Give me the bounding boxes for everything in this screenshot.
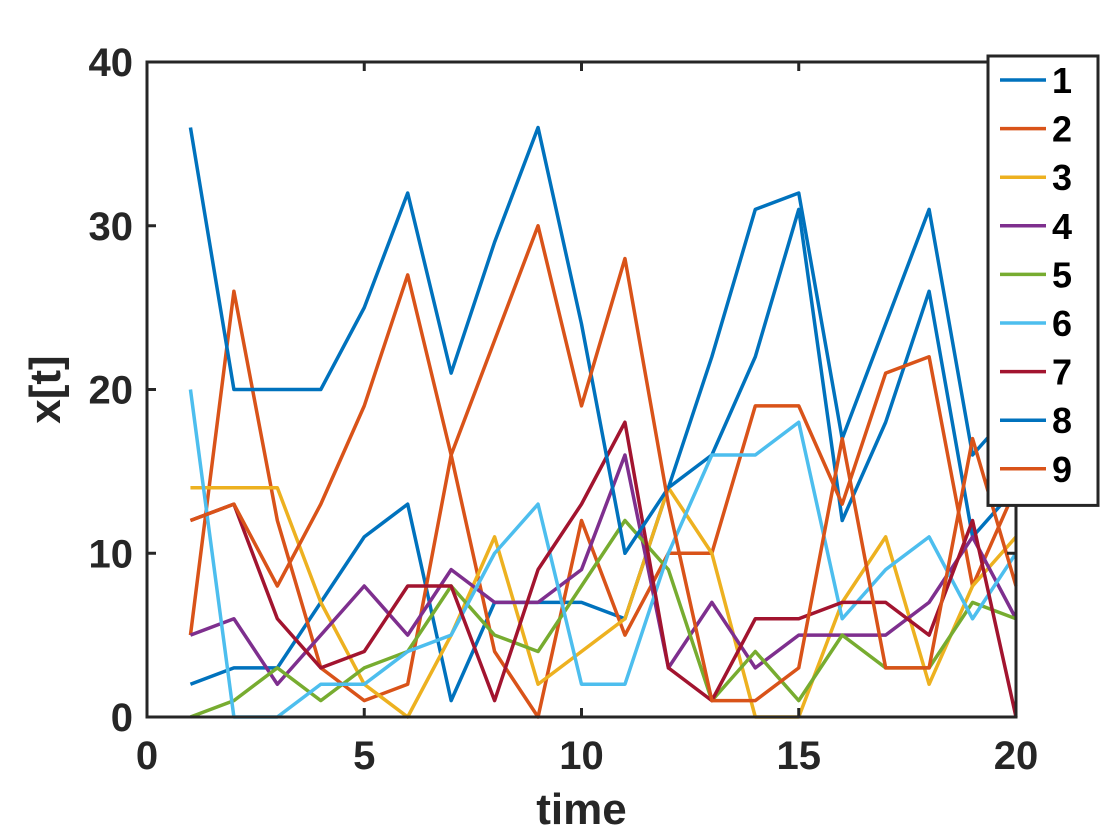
y-axis-label: x[t] [21,355,70,423]
legend-box [986,54,1100,507]
axis-ticks: 0 5 10 15 20 0 10 20 30 40 [89,41,1039,778]
series-line-8 [188,125,1018,555]
y-tick-label: 10 [89,532,134,576]
series-line-5 [189,518,1017,719]
legend-label-5: 5 [1052,254,1072,295]
legend-label-9: 9 [1052,449,1072,490]
legend-label-1: 1 [1052,60,1072,101]
series-lines [188,125,1018,719]
x-axis-label: time [536,785,626,834]
y-tick-label: 30 [89,205,134,249]
legend-label-4: 4 [1052,206,1072,247]
legend-label-6: 6 [1052,303,1072,344]
y-tick-label: 0 [111,696,133,740]
x-tick-label: 5 [353,734,375,778]
y-tick-label: 20 [89,369,134,413]
series-line-7 [189,420,1018,718]
series-line-3 [190,486,1018,719]
series-line-9 [189,224,1018,703]
x-tick-label: 20 [994,734,1039,778]
x-tick-label: 0 [136,734,158,778]
legend-label-7: 7 [1052,352,1072,393]
series-line-1 [189,207,1018,703]
series-line-6 [188,389,1018,719]
legend-label-8: 8 [1052,400,1072,441]
y-tick-label: 40 [89,41,134,85]
x-tick-label: 15 [777,734,822,778]
legend: 1 2 3 4 5 6 7 8 9 [986,54,1100,507]
legend-label-2: 2 [1052,109,1072,150]
legend-label-3: 3 [1052,157,1072,198]
series-line-2 [188,289,1018,719]
x-tick-label: 10 [559,734,604,778]
